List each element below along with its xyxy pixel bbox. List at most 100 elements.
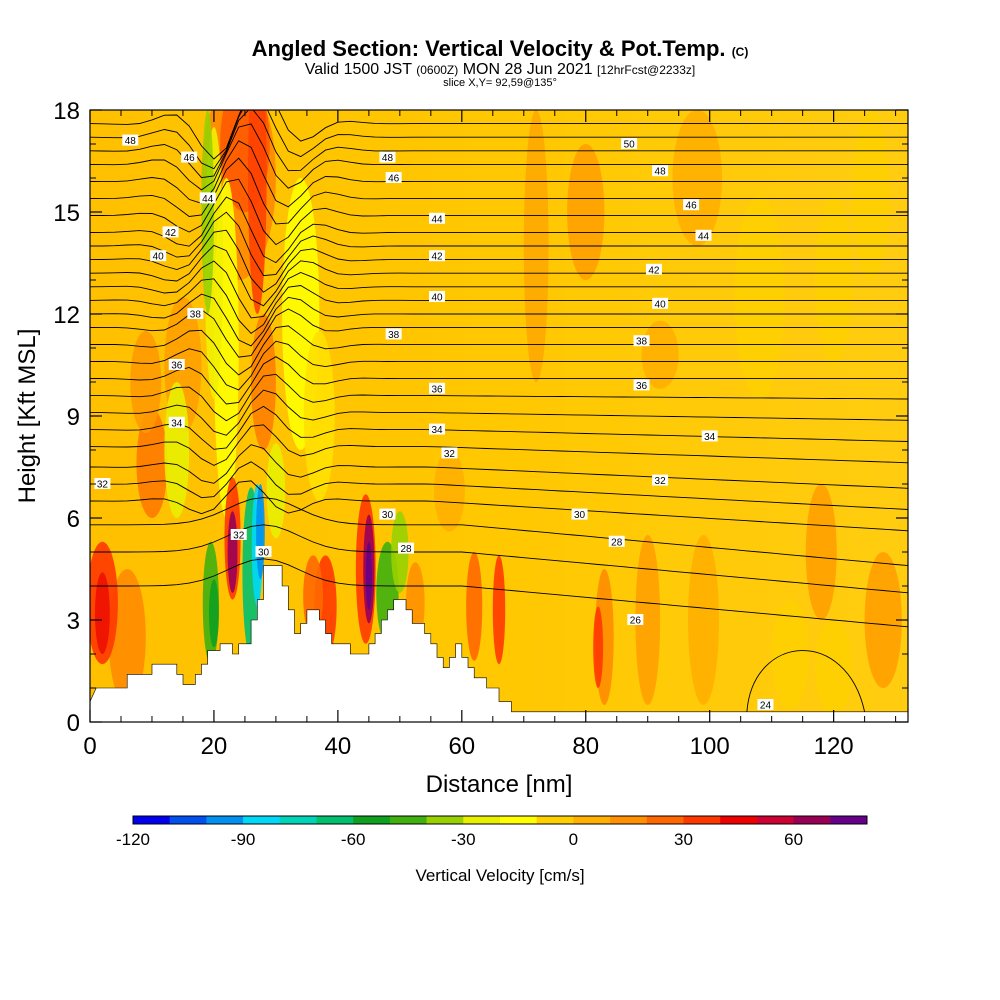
isentrope-label: 32 — [230, 529, 247, 542]
chart-title-mark: (C) — [731, 45, 749, 59]
isentrope-line — [90, 524, 908, 594]
isentrope-label-text: 32 — [233, 531, 245, 542]
colorbar-swatch — [573, 816, 611, 824]
isentrope-label-text: 34 — [704, 432, 716, 443]
colorbar-swatch — [133, 816, 171, 824]
isentrope-label-text: 34 — [171, 418, 183, 429]
isentrope-label: 40 — [652, 297, 669, 310]
valid-time: Valid 1500 JST (0600Z) MON 28 Jun 2021 [… — [0, 61, 1000, 79]
isentrope-line — [90, 293, 908, 347]
isentrope-label: 40 — [150, 250, 167, 263]
isentrope-label: 42 — [429, 250, 446, 263]
velocity-cell — [433, 450, 465, 532]
isentrope-line — [90, 110, 908, 170]
isentrope-label-text: 38 — [190, 310, 202, 321]
terrain — [90, 565, 908, 722]
velocity-cell — [136, 409, 168, 518]
isentrope-line — [90, 244, 908, 307]
isentropes — [90, 110, 908, 712]
isentrope-label: 30 — [571, 508, 588, 521]
colorbar-label: Vertical Velocity [cm/s] — [415, 866, 584, 885]
velocity-cell — [108, 569, 146, 705]
isentrope-label: 28 — [608, 535, 625, 548]
velocity-cell — [251, 314, 276, 450]
colorbar-swatch — [426, 816, 464, 824]
valid-time-b: MON 28 Jun 2021 — [462, 61, 593, 78]
x-tick-label: 60 — [448, 733, 475, 760]
velocity-cell — [365, 541, 372, 610]
isentrope-label-text: 28 — [400, 544, 412, 555]
isentrope-line — [90, 278, 908, 334]
y-tick-label: 12 — [53, 302, 80, 329]
isentrope-label: 36 — [168, 359, 185, 372]
isentrope-label: 50 — [621, 138, 638, 151]
velocity-cell — [208, 579, 219, 648]
valid-time-utc: (0600Z) — [416, 63, 459, 77]
isentrope-label: 46 — [683, 199, 700, 212]
isentrope-label-text: 40 — [153, 252, 165, 263]
isentrope-label-text: 34 — [431, 425, 443, 436]
velocity-cell — [248, 110, 267, 314]
colorbar-swatch — [720, 816, 758, 824]
velocity-cell — [164, 382, 190, 518]
isentrope-line — [90, 110, 908, 160]
isentrope-label-text: 46 — [388, 174, 400, 185]
isentrope-label: 46 — [385, 172, 402, 185]
isentrope-label: 24 — [757, 699, 774, 712]
valid-time-a: Valid 1500 JST — [304, 61, 412, 78]
isentrope-label: 26 — [627, 614, 644, 627]
isentrope-line — [90, 480, 908, 532]
isentrope-label-text: 40 — [655, 299, 667, 310]
isentrope-label: 44 — [199, 192, 216, 205]
isentrope-label-text: 50 — [624, 140, 636, 151]
isentrope-line — [90, 308, 908, 358]
isentrope-label: 32 — [94, 478, 111, 491]
plot-area: 48 46 44 42 40 38 36 34 32 32 30 48 46 44 42 40 38 36 34 32… — [90, 110, 908, 722]
colorbar-swatch — [243, 816, 281, 824]
isentrope-label: 30 — [379, 508, 396, 521]
colorbar-swatch — [316, 816, 354, 824]
isentrope-line — [90, 196, 908, 264]
isentrope-line — [90, 110, 908, 179]
isentrope-line — [90, 178, 908, 246]
colorbar-swatch — [463, 816, 501, 824]
isentrope-label: 42 — [162, 226, 179, 239]
isentrope-label: 36 — [633, 379, 650, 392]
colorbar: -120 -90 -60 -30 0 30 60 — [116, 815, 868, 849]
x-axis-label: Distance [nm] — [426, 771, 573, 798]
isentrope-label-text: 42 — [165, 228, 177, 239]
x-tick-label: 120 — [814, 733, 854, 760]
isentrope-label-text: 44 — [431, 214, 443, 225]
isentrope-label: 38 — [187, 308, 204, 321]
isentrope-label: 32 — [652, 474, 669, 487]
isentrope-label: 30 — [255, 546, 272, 559]
chart-title: Angled Section: Vertical Velocity & Pot.… — [0, 36, 1000, 62]
velocity-cell — [641, 320, 679, 389]
colorbar-swatch — [793, 816, 831, 824]
isentrope-line — [90, 424, 908, 466]
velocity-cell — [672, 110, 723, 246]
isentrope-line — [90, 123, 908, 191]
isentrope-label: 38 — [385, 328, 402, 341]
isentrope-label: 38 — [633, 335, 650, 348]
isentrope-line — [90, 229, 908, 293]
isentrope-label: 36 — [429, 382, 446, 395]
colorbar-tick-label: -120 — [116, 830, 150, 849]
isentrope-label-text: 32 — [444, 449, 456, 460]
colorbar-swatch — [389, 816, 428, 824]
isentrope-line — [90, 211, 908, 277]
velocity-cell — [815, 195, 853, 365]
velocity-cell — [466, 552, 483, 661]
isentrope-line — [90, 373, 908, 422]
isentrope-label-text: 24 — [760, 701, 772, 712]
isentrope-label-text: 36 — [636, 381, 648, 392]
isentrope-label: 34 — [168, 416, 185, 429]
velocity-cell — [266, 443, 286, 539]
isentrope-label: 42 — [645, 263, 662, 276]
valid-time-fcst: [12hrFcst@2233z] — [597, 63, 696, 77]
isentrope-line — [90, 356, 908, 405]
velocity-cell — [94, 572, 110, 654]
isentrope-line — [90, 497, 908, 567]
isentrope-label-text: 42 — [431, 252, 443, 263]
